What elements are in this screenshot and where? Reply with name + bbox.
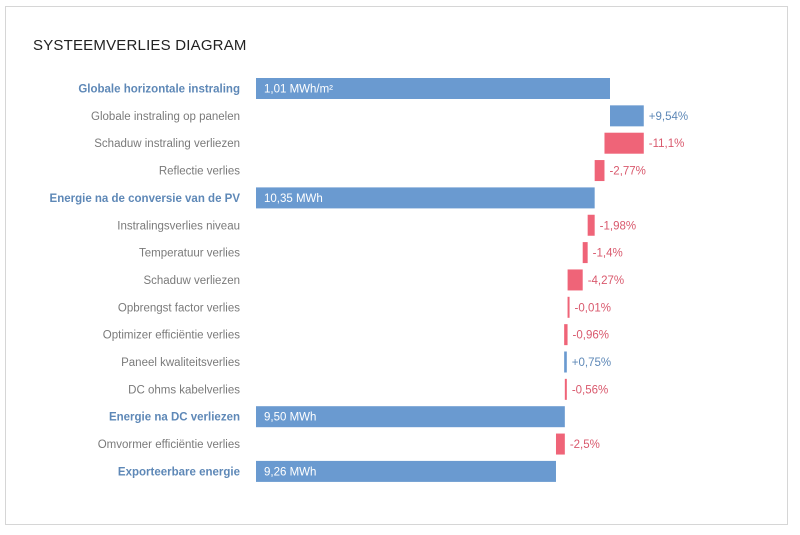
total-value-label: 9,50 MWh	[264, 412, 316, 424]
total-bar	[256, 187, 595, 209]
delta-value-label: -1,4%	[593, 248, 623, 260]
delta-value-label: +0,75%	[572, 357, 611, 369]
chart-title: SYSTEEMVERLIES DIAGRAM	[33, 37, 247, 54]
row-label: Globale instraling op panelen	[91, 111, 240, 123]
row-label: Omvormer efficiëntie verlies	[98, 439, 241, 451]
loss-bar	[587, 214, 595, 236]
row-label: Energie na de conversie van de PV	[50, 193, 241, 205]
row-label: DC ohms kabelverlies	[128, 384, 240, 396]
row-label: Globale horizontale instraling	[78, 84, 240, 96]
loss-bar	[564, 378, 567, 400]
total-value-label: 1,01 MWh/m²	[264, 84, 333, 96]
gain-bar	[564, 351, 567, 373]
row-label: Temperatuur verlies	[139, 248, 240, 260]
total-bar	[256, 406, 565, 428]
delta-value-label: -0,56%	[572, 384, 608, 396]
loss-bar	[564, 324, 568, 346]
total-value-label: 9,26 MWh	[264, 466, 316, 478]
row-label: Exporteerbare energie	[118, 466, 240, 478]
delta-value-label: +9,54%	[649, 111, 688, 123]
loss-bar	[582, 242, 588, 264]
total-bar	[256, 460, 556, 482]
delta-value-label: -2,5%	[570, 439, 600, 451]
delta-value-label: -0,01%	[575, 302, 611, 314]
row-label: Paneel kwaliteitsverlies	[121, 357, 240, 369]
loss-bar	[594, 160, 605, 182]
gain-bar	[610, 105, 644, 127]
loss-bar	[604, 132, 644, 154]
loss-bar	[567, 296, 570, 318]
delta-value-label: -4,27%	[588, 275, 624, 287]
row-label: Schaduw instraling verliezen	[94, 138, 240, 150]
loss-bar	[555, 433, 565, 455]
row-label: Opbrengst factor verlies	[118, 302, 240, 314]
row-label: Optimizer efficiëntie verlies	[103, 330, 240, 342]
total-value-label: 10,35 MWh	[264, 193, 323, 205]
row-label: Schaduw verliezen	[143, 275, 240, 287]
row-label: Energie na DC verliezen	[109, 412, 240, 424]
total-bar	[256, 78, 610, 99]
row-label: Reflectie verlies	[159, 166, 240, 178]
delta-value-label: -0,96%	[573, 330, 609, 342]
delta-value-label: -1,98%	[600, 220, 636, 232]
row-label: Instralingsverlies niveau	[117, 220, 240, 232]
loss-bar	[567, 269, 583, 291]
delta-value-label: -2,77%	[609, 166, 645, 178]
delta-value-label: -11,1%	[649, 138, 685, 150]
